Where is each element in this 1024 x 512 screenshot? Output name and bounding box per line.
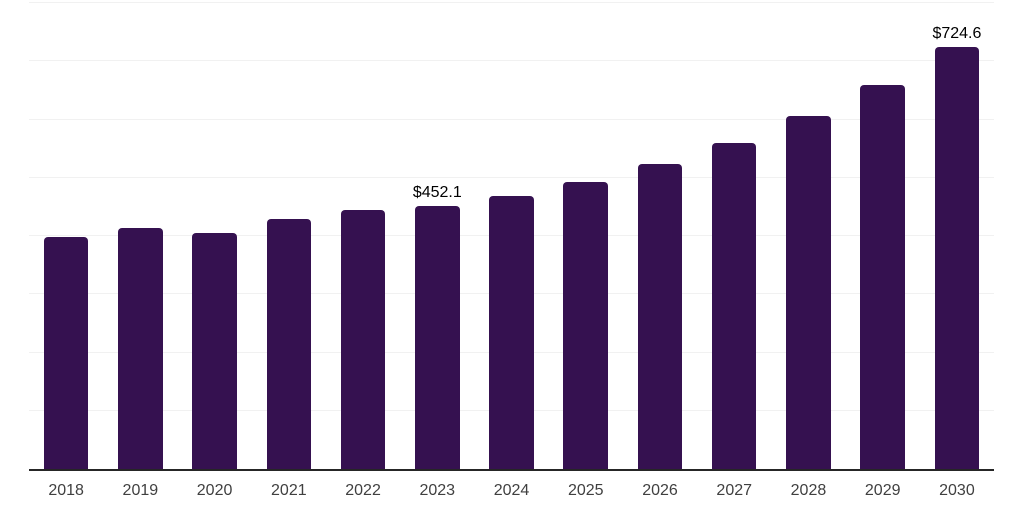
bar-2018	[43, 237, 89, 469]
x-tick-label-2020: 2020	[196, 482, 233, 499]
x-tick-label-2026: 2026	[642, 482, 678, 499]
gridline-700	[29, 60, 994, 62]
bar-slot-2021	[252, 3, 326, 469]
bar-2023	[415, 205, 460, 469]
bar-slot-2026	[623, 3, 697, 469]
bar-2026	[637, 164, 683, 469]
x-tick-label-2021: 2021	[271, 482, 307, 499]
x-axis-line	[29, 469, 994, 471]
bar-slot-2024	[474, 3, 548, 469]
bar-2021	[266, 219, 312, 469]
value-label-2023: $452.1	[412, 183, 462, 201]
bar-2025	[563, 181, 609, 469]
x-tick-label-2025: 2025	[567, 482, 604, 499]
x-tick-label-2024: 2024	[493, 482, 530, 499]
bars-row: $452.1 $724.6	[29, 3, 994, 469]
bar-slot-2025	[549, 3, 623, 469]
x-tick-label-2027: 2027	[716, 482, 753, 499]
gridline-500	[29, 176, 994, 178]
x-tick-label-2028: 2028	[790, 482, 827, 499]
x-tick-label-2019: 2019	[122, 482, 159, 499]
x-axis-labels: 2018 2019 2020 2021 2022 2023 2024 2025 2026 2027…	[29, 481, 994, 500]
bar-slot-2019	[103, 3, 177, 469]
bar-2028	[786, 115, 831, 469]
bar-slot-2027	[697, 3, 771, 469]
bar-slot-2030: $724.6	[920, 3, 994, 469]
bar-2030	[934, 46, 980, 469]
bar-slot-2022	[326, 3, 400, 469]
bar-slot-2023: $452.1	[400, 3, 474, 469]
bar-2027	[711, 143, 757, 469]
x-tick-label-2029: 2029	[864, 482, 901, 499]
x-tick-label-2023: 2023	[419, 482, 456, 499]
x-tick-label-2022: 2022	[345, 482, 381, 499]
bar-slot-2028	[771, 3, 845, 469]
x-tick-label-2030: 2030	[939, 482, 975, 499]
bar-2029	[860, 84, 905, 469]
bar-slot-2029	[846, 3, 920, 469]
bar-2020	[192, 233, 237, 469]
bar-slot-2018	[29, 3, 103, 469]
bar-slot-2020	[177, 3, 251, 469]
bar-2022	[340, 209, 386, 469]
gridline-800	[29, 2, 994, 3]
value-label-2030: $724.6	[932, 24, 982, 42]
bar-2019	[118, 227, 163, 469]
gridline-600	[29, 118, 994, 120]
bar-2024	[489, 195, 534, 469]
plot-area: $452.1 $724.6	[29, 2, 994, 471]
x-tick-label-2018: 2018	[48, 482, 84, 499]
